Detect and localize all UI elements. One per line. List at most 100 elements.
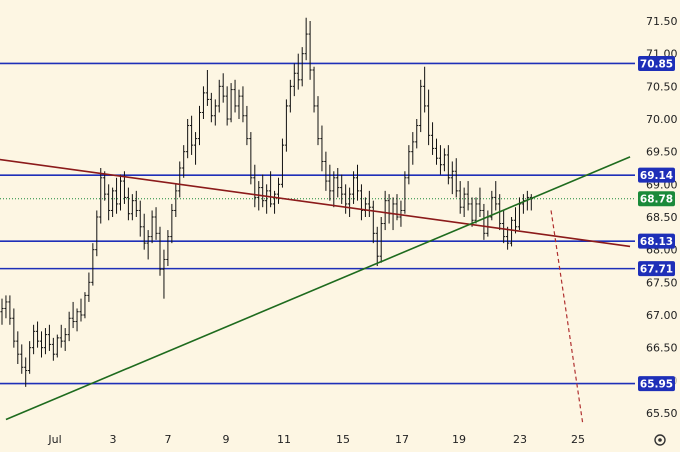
- candle: [107, 184, 111, 221]
- candle: [190, 115, 194, 155]
- candle: [529, 194, 533, 211]
- candle: [399, 200, 403, 227]
- level-price-label: 70.85: [638, 55, 675, 71]
- candle: [269, 171, 273, 208]
- y-tick-label: 69.50: [646, 146, 678, 159]
- candle: [458, 181, 462, 214]
- candle: [170, 203, 174, 244]
- candle: [162, 249, 166, 299]
- candle: [166, 230, 170, 266]
- candle: [470, 197, 474, 227]
- candle: [146, 230, 150, 260]
- candle: [324, 151, 328, 191]
- candles: [0, 17, 533, 387]
- candle: [205, 70, 209, 106]
- candle: [407, 145, 411, 185]
- candle: [12, 308, 16, 348]
- price-labels: 70.85 69.14 68.13 67.71 65.95 68.78: [638, 55, 675, 392]
- level-price-label-box: [638, 55, 675, 71]
- candle: [509, 217, 514, 247]
- candle: [320, 125, 324, 172]
- candle: [174, 184, 178, 217]
- candle: [225, 86, 229, 126]
- candle: [126, 187, 130, 221]
- candle: [79, 298, 83, 322]
- x-tick-label: 9: [223, 433, 230, 446]
- candle: [367, 190, 371, 217]
- candle: [478, 187, 482, 217]
- level-price-label-text: 69.14: [640, 170, 673, 182]
- candle: [16, 331, 20, 364]
- candle: [55, 334, 59, 358]
- candle: [395, 194, 399, 221]
- candle: [438, 145, 443, 175]
- x-tick-label: 23: [513, 433, 527, 446]
- x-tick-label: 11: [277, 433, 291, 446]
- candle: [340, 174, 344, 204]
- y-tick-label: 67.00: [646, 309, 678, 322]
- candle: [454, 158, 458, 198]
- candle: [83, 292, 87, 319]
- candle: [111, 187, 115, 217]
- candle: [91, 243, 95, 286]
- y-tick-label: 68.50: [646, 211, 678, 224]
- candle: [209, 92, 213, 123]
- candle: [276, 177, 281, 204]
- candle: [39, 331, 44, 358]
- candle: [450, 161, 454, 195]
- x-tick-label: 7: [165, 433, 172, 446]
- candle: [415, 119, 419, 149]
- candle: [312, 66, 316, 113]
- candle: [150, 210, 154, 244]
- candle: [427, 89, 431, 146]
- x-tick-label: Jul: [47, 433, 61, 446]
- candle: [355, 164, 360, 201]
- candle: [383, 190, 387, 231]
- candle: [138, 200, 142, 237]
- level-price-label-text: 67.71: [640, 264, 673, 276]
- horizontal-levels: [0, 62, 635, 385]
- settings-gear-icon[interactable]: [654, 434, 666, 446]
- level-price-label-box: [638, 167, 675, 183]
- candle: [4, 295, 8, 319]
- x-tick-label: 3: [110, 433, 117, 446]
- level-price-label-text: 68.13: [640, 236, 673, 248]
- x-tick-label: 25: [571, 433, 585, 446]
- level-price-label-text: 65.95: [640, 379, 673, 391]
- candle: [59, 324, 63, 348]
- candle: [474, 197, 478, 224]
- candle: [304, 17, 308, 61]
- candle: [434, 138, 439, 165]
- candle: [182, 145, 186, 178]
- projection-line: [550, 210, 584, 423]
- candle: [292, 63, 296, 97]
- candle: [47, 324, 51, 351]
- y-tick-label: 70.00: [646, 113, 678, 126]
- level-price-label: 67.71: [638, 261, 675, 277]
- candle: [308, 21, 312, 80]
- x-tick-label: 19: [452, 433, 466, 446]
- candle: [118, 174, 123, 211]
- candle: [363, 197, 367, 217]
- y-tick-label: 71.50: [646, 15, 678, 28]
- candle: [186, 119, 190, 159]
- candle: [284, 99, 288, 152]
- candle: [134, 190, 138, 217]
- level-price-label-text: 70.85: [640, 58, 673, 70]
- level-price-label: 68.13: [638, 233, 675, 249]
- candle: [193, 132, 198, 165]
- candle: [442, 148, 446, 172]
- candle: [249, 132, 253, 185]
- candle: [245, 105, 249, 146]
- candle: [233, 79, 237, 113]
- ascending-trendline: [5, 156, 631, 421]
- candle: [87, 272, 91, 302]
- candle: [296, 53, 300, 90]
- candle: [379, 217, 383, 263]
- candle: [506, 226, 510, 250]
- candle: [51, 337, 55, 361]
- candle: [513, 207, 518, 234]
